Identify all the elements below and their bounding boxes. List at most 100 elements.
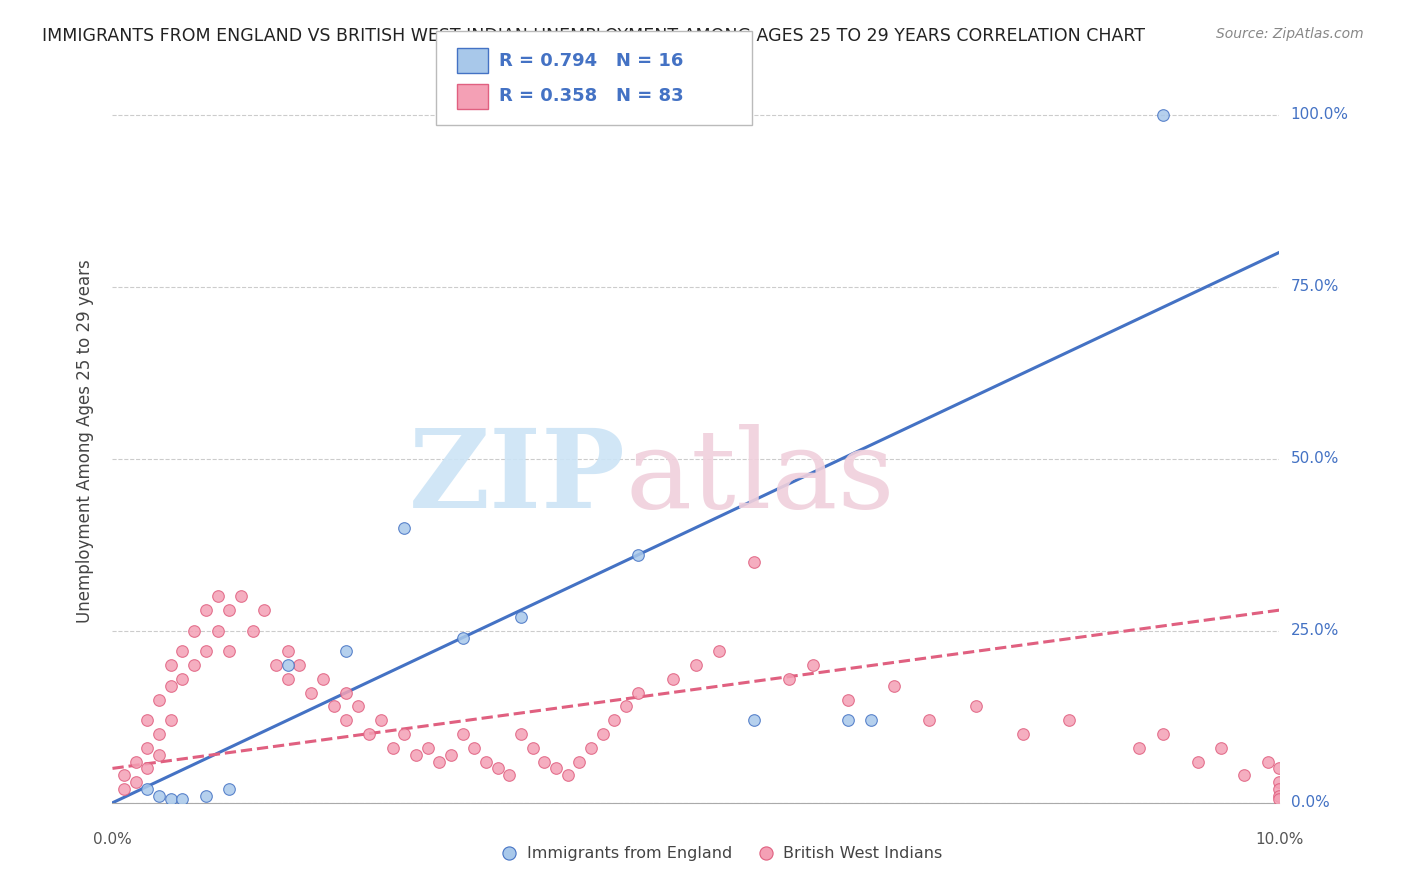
Point <box>311 672 333 686</box>
Point <box>136 740 159 755</box>
Point <box>405 747 427 762</box>
Point <box>172 672 194 686</box>
Point <box>860 713 883 727</box>
Point <box>276 672 298 686</box>
Point <box>837 713 859 727</box>
Point <box>183 624 205 638</box>
Point <box>276 644 298 658</box>
Point <box>218 644 240 658</box>
Point <box>778 672 800 686</box>
Point <box>218 603 240 617</box>
Point <box>1152 108 1174 122</box>
Point <box>627 686 650 700</box>
Point <box>801 658 824 673</box>
Point <box>288 658 311 673</box>
Text: 75.0%: 75.0% <box>1291 279 1339 294</box>
Point <box>148 789 170 803</box>
Point <box>1152 727 1174 741</box>
Point <box>136 713 159 727</box>
Point <box>685 658 707 673</box>
Point <box>299 686 322 700</box>
Text: Source: ZipAtlas.com: Source: ZipAtlas.com <box>1216 27 1364 41</box>
Point <box>160 658 183 673</box>
Point <box>323 699 346 714</box>
Point <box>335 713 357 727</box>
Point <box>172 644 194 658</box>
Point <box>509 610 531 624</box>
Point <box>136 782 159 797</box>
Point <box>1268 792 1291 806</box>
Point <box>183 658 205 673</box>
Point <box>592 727 614 741</box>
Text: atlas: atlas <box>626 425 896 531</box>
Text: R = 0.794   N = 16: R = 0.794 N = 16 <box>499 52 683 70</box>
Point <box>1268 782 1291 797</box>
Point <box>335 644 357 658</box>
Text: 0.0%: 0.0% <box>1291 796 1329 810</box>
Point <box>381 740 404 755</box>
Point <box>276 658 298 673</box>
Point <box>1209 740 1232 755</box>
Point <box>125 755 148 769</box>
Text: R = 0.358   N = 83: R = 0.358 N = 83 <box>499 87 683 105</box>
Point <box>427 755 450 769</box>
Point <box>451 727 474 741</box>
Y-axis label: Unemployment Among Ages 25 to 29 years: Unemployment Among Ages 25 to 29 years <box>76 260 94 624</box>
Point <box>218 782 240 797</box>
Point <box>112 768 135 782</box>
Point <box>1128 740 1150 755</box>
Point <box>544 761 567 775</box>
Point <box>346 699 368 714</box>
Point <box>1059 713 1081 727</box>
Text: 0.0%: 0.0% <box>93 831 132 847</box>
Point <box>148 747 170 762</box>
Point <box>160 679 183 693</box>
Point <box>253 603 276 617</box>
Point <box>370 713 392 727</box>
Point <box>965 699 987 714</box>
Point <box>557 768 579 782</box>
Point <box>207 590 229 604</box>
Point <box>416 740 439 755</box>
Point <box>709 644 731 658</box>
Point <box>136 761 159 775</box>
Point <box>148 692 170 706</box>
Point <box>463 740 485 755</box>
Point <box>486 761 509 775</box>
Point <box>1268 775 1291 789</box>
Point <box>242 624 264 638</box>
Point <box>837 692 859 706</box>
Point <box>264 658 287 673</box>
Text: British West Indians: British West Indians <box>783 846 943 861</box>
Point <box>614 699 637 714</box>
Point <box>125 775 148 789</box>
Point <box>148 727 170 741</box>
Point <box>475 755 498 769</box>
Point <box>194 603 217 617</box>
Point <box>918 713 941 727</box>
Point <box>579 740 602 755</box>
Point <box>603 713 626 727</box>
Point <box>359 727 381 741</box>
Point <box>498 768 520 782</box>
Text: 50.0%: 50.0% <box>1291 451 1339 467</box>
Point <box>883 679 905 693</box>
Point <box>661 672 683 686</box>
Point <box>1187 755 1209 769</box>
Point <box>160 792 183 806</box>
Point <box>194 644 217 658</box>
Text: 10.0%: 10.0% <box>1256 831 1303 847</box>
Point <box>335 686 357 700</box>
Text: 25.0%: 25.0% <box>1291 624 1339 639</box>
Point <box>451 631 474 645</box>
Point <box>229 590 252 604</box>
Text: IMMIGRANTS FROM ENGLAND VS BRITISH WEST INDIAN UNEMPLOYMENT AMONG AGES 25 TO 29 : IMMIGRANTS FROM ENGLAND VS BRITISH WEST … <box>42 27 1144 45</box>
Text: 100.0%: 100.0% <box>1291 107 1348 122</box>
Point <box>1257 755 1279 769</box>
Point <box>194 789 217 803</box>
Point <box>172 792 194 806</box>
Point <box>509 727 531 741</box>
Point <box>1268 789 1291 803</box>
Point <box>207 624 229 638</box>
Point <box>568 755 591 769</box>
